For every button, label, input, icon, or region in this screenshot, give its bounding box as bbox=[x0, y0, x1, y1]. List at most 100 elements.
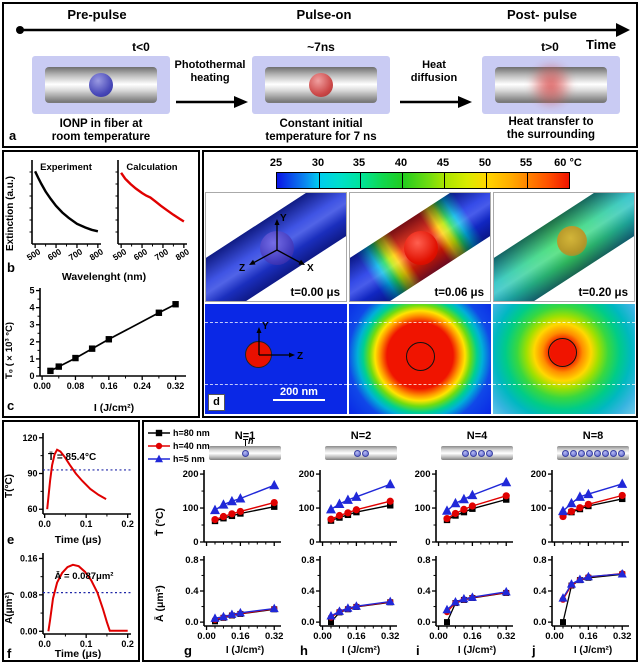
particle-dots bbox=[325, 446, 397, 460]
svg-text:800: 800 bbox=[88, 246, 104, 262]
mean-temperature-chart-n1: 0 100 200 bbox=[183, 469, 281, 548]
fiber-graphic-n8 bbox=[557, 443, 629, 463]
particle-outline bbox=[548, 338, 577, 367]
fluence-xlabel-j: I (J/cm²) bbox=[573, 645, 613, 656]
svg-text:0.0: 0.0 bbox=[301, 617, 314, 628]
transition-1-arrow bbox=[176, 96, 248, 108]
svg-text:0.16: 0.16 bbox=[463, 631, 482, 642]
mean-area-chart-n4: 0.00 0.16 0.32 0.0 0.4 0.8 bbox=[417, 555, 516, 642]
fiber-boundary-line bbox=[493, 384, 635, 385]
time-xlabel-e: Time (μs) bbox=[54, 534, 102, 546]
colorbar-divider bbox=[527, 173, 529, 188]
extinction-ylabel: Extinction (a.u.) bbox=[5, 176, 16, 252]
particle-dot bbox=[569, 449, 577, 457]
t0-ylabel: T₀ (×10³ °C) bbox=[4, 321, 15, 379]
phase-pre-pulse: Pre-pulse bbox=[67, 7, 127, 22]
svg-text:100: 100 bbox=[299, 503, 315, 514]
fiber-boundary-line bbox=[205, 322, 347, 323]
svg-text:0.16: 0.16 bbox=[231, 631, 250, 642]
sim-2d-t006 bbox=[349, 304, 491, 414]
svg-text:0.00: 0.00 bbox=[429, 631, 448, 642]
column-header-n8: N=8 bbox=[582, 430, 604, 442]
fiber-cylinder bbox=[441, 446, 513, 460]
panel-d-simulations: 25 30 35 40 45 50 55 60 °C bbox=[202, 150, 638, 418]
svg-text:0.4: 0.4 bbox=[301, 586, 315, 597]
sim-3d-t020: t=0.20 μs bbox=[493, 192, 635, 302]
svg-text:2: 2 bbox=[29, 337, 34, 347]
time-label-3d-2: t=0.06 μs bbox=[434, 287, 484, 299]
mean-temperature-chart-n8: 0 100 200 bbox=[531, 469, 629, 548]
axis-z-label: Z bbox=[239, 263, 245, 274]
particle-dot bbox=[485, 449, 493, 457]
experiment-spectrum-chart: 500 600 700 800 bbox=[25, 160, 104, 262]
svg-text:0.00: 0.00 bbox=[313, 631, 332, 642]
particle-dot bbox=[477, 449, 485, 457]
svg-text:200: 200 bbox=[415, 469, 431, 480]
panel-letter-g: g bbox=[184, 643, 192, 658]
caption-2-line1: Constant initial bbox=[279, 118, 363, 130]
svg-text:0.16: 0.16 bbox=[579, 631, 598, 642]
temperature-colorbar bbox=[276, 172, 570, 189]
sim-2d-t020 bbox=[493, 304, 635, 414]
colorbar-ticks: 25 30 35 40 45 50 55 60 °C bbox=[270, 157, 614, 170]
svg-text:0: 0 bbox=[193, 537, 198, 548]
transition-2-arrow bbox=[400, 96, 472, 108]
svg-text:90: 90 bbox=[27, 469, 37, 479]
svg-text:0.32: 0.32 bbox=[497, 631, 516, 642]
caption-2-line2: temperature for 7 ns bbox=[265, 131, 377, 144]
panel-letter-j: j bbox=[532, 643, 536, 658]
svg-text:700: 700 bbox=[153, 246, 171, 262]
axis-y-label-2d: Y bbox=[262, 321, 269, 332]
scale-bar: 200 nm bbox=[273, 386, 325, 401]
svg-text:200: 200 bbox=[299, 469, 315, 480]
caption-3-line1: Heat transfer to bbox=[508, 116, 594, 128]
svg-text:60: 60 bbox=[27, 504, 37, 514]
svg-text:0.0: 0.0 bbox=[38, 639, 51, 649]
mean-area-annotation: Ā = 0.087μm² bbox=[54, 571, 114, 582]
svg-text:0: 0 bbox=[541, 537, 546, 548]
colorbar-divider bbox=[443, 173, 445, 188]
caption-3: Heat transfer to the surrounding bbox=[472, 116, 630, 142]
panel-letter-e: e bbox=[7, 532, 15, 547]
svg-text:200: 200 bbox=[531, 469, 547, 480]
panel-gj-sweep: h=80 nm h=40 nm h=5 nm T̄ (°C) Ā (μm²) N… bbox=[142, 420, 638, 662]
colorbar-tick: 60 °C bbox=[554, 157, 582, 169]
panel-ef-time-traces: T(°C) 0.0 0.1 0.2 60 90 120 T̄ = 85.4°C Time … bbox=[2, 420, 140, 662]
particle-dots bbox=[557, 446, 629, 460]
experiment-label: Experiment bbox=[40, 162, 92, 173]
colorbar-tick: 30 bbox=[311, 157, 325, 169]
time-label-3d-1: t=0.00 μs bbox=[290, 287, 340, 299]
mean-temperature-axis-label: T̄ (°C) bbox=[154, 507, 166, 537]
fiber-boundary-line bbox=[349, 322, 491, 323]
colorbar-tick: 25 bbox=[269, 157, 283, 169]
panel-letter-b: b bbox=[7, 260, 15, 275]
colorbar-divider bbox=[402, 173, 404, 188]
particle-dot bbox=[461, 449, 469, 457]
particle-outline bbox=[406, 342, 435, 371]
time-point-3: t>0 bbox=[541, 40, 559, 54]
svg-text:0: 0 bbox=[309, 537, 314, 548]
svg-text:600: 600 bbox=[132, 246, 150, 262]
svg-text:0.8: 0.8 bbox=[185, 555, 198, 566]
time-point-2: ~7ns bbox=[307, 40, 335, 54]
column-n2: N=2 0 100 200 0.00 0.16 0.32 0.0 0.4 0.8 I (J/c… bbox=[296, 430, 408, 658]
panel-letter-a: a bbox=[9, 128, 17, 143]
sim-3d-row: Y X Z t=0.00 μs t=0.06 μs t=0.20 μs bbox=[205, 192, 635, 302]
wavelength-xlabel: Wavelenght (nm) bbox=[61, 271, 147, 283]
transition-2-label: Heat diffusion bbox=[396, 59, 472, 84]
ionp-sphere-hot bbox=[309, 73, 333, 97]
phase-post-pulse: Post- pulse bbox=[506, 7, 578, 22]
transition-1-line1: Photothermal bbox=[174, 59, 246, 71]
area-trace-chart: 0.0 0.1 0.2 0.00 0.08 0.16 bbox=[20, 553, 134, 649]
legend-label-h80: h=80 nm bbox=[173, 428, 210, 438]
caption-1-line2: room temperature bbox=[51, 131, 151, 144]
colorbar-tick: 50 bbox=[478, 157, 492, 169]
svg-text:3: 3 bbox=[29, 320, 34, 330]
mean-temperature-chart-n2: 0 100 200 bbox=[299, 469, 397, 548]
fluence-xlabel-c: I (J/cm²) bbox=[93, 402, 135, 414]
svg-text:0.4: 0.4 bbox=[417, 586, 431, 597]
colorbar-divider bbox=[360, 173, 362, 188]
svg-text:0.8: 0.8 bbox=[417, 555, 430, 566]
sim-3d-t000: Y X Z t=0.00 μs bbox=[205, 192, 347, 302]
panel-bc-spectra-and-T0: Extinction (a.u.) 500 600 700 800 500 600 700… bbox=[2, 150, 200, 418]
